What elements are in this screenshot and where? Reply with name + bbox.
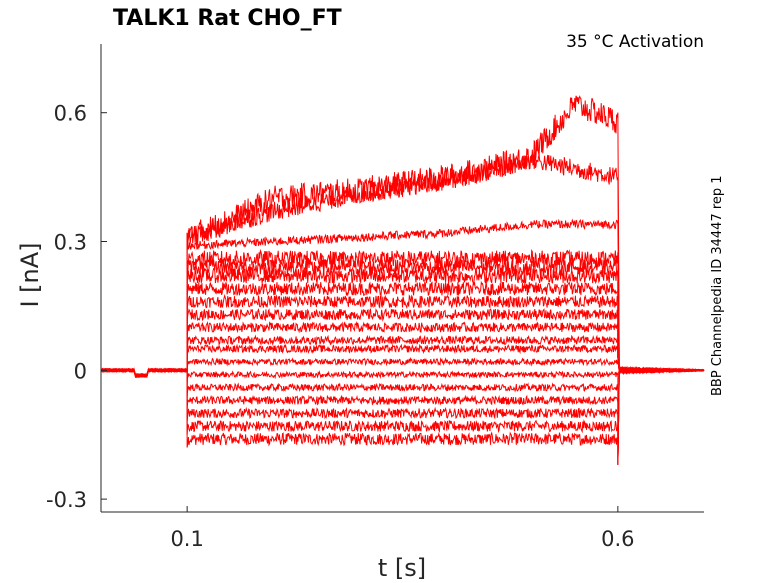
y-axis-label: I [nA]	[16, 242, 44, 307]
y-tick-label: 0.6	[54, 102, 87, 126]
current-trace	[100, 334, 705, 378]
current-trace	[100, 365, 705, 465]
y-tick-label: 0	[74, 359, 87, 383]
current-trace	[100, 307, 705, 378]
current-trace-upper	[100, 218, 705, 378]
current-trace	[100, 293, 705, 379]
current-trace	[100, 343, 705, 378]
condition-annotation: 35 °C Activation	[566, 32, 704, 52]
current-trace-upper	[100, 151, 705, 378]
current-trace	[100, 267, 705, 378]
x-ticks: 0.1 0.6	[170, 506, 635, 551]
traces-group	[100, 95, 705, 465]
chart-title: TALK1 Rat CHO_FT	[113, 6, 342, 31]
current-trace	[100, 248, 705, 378]
current-trace	[100, 320, 705, 378]
current-trace	[100, 365, 705, 465]
current-trace	[100, 366, 705, 465]
y-ticks: -0.3 0 0.3 0.6	[46, 102, 107, 512]
source-id-label: BBP Channelpedia ID 34447 rep 1	[710, 175, 725, 396]
y-tick-label: -0.3	[46, 488, 87, 512]
current-trace	[100, 366, 705, 465]
y-tick-label: 0.3	[54, 231, 87, 255]
x-axis-label: t [s]	[378, 554, 426, 582]
current-trace	[100, 356, 705, 378]
x-tick-label: 0.1	[170, 527, 203, 551]
current-trace	[100, 366, 705, 465]
current-trace	[100, 280, 705, 378]
current-trace	[100, 367, 705, 465]
x-tick-label: 0.6	[601, 527, 634, 551]
